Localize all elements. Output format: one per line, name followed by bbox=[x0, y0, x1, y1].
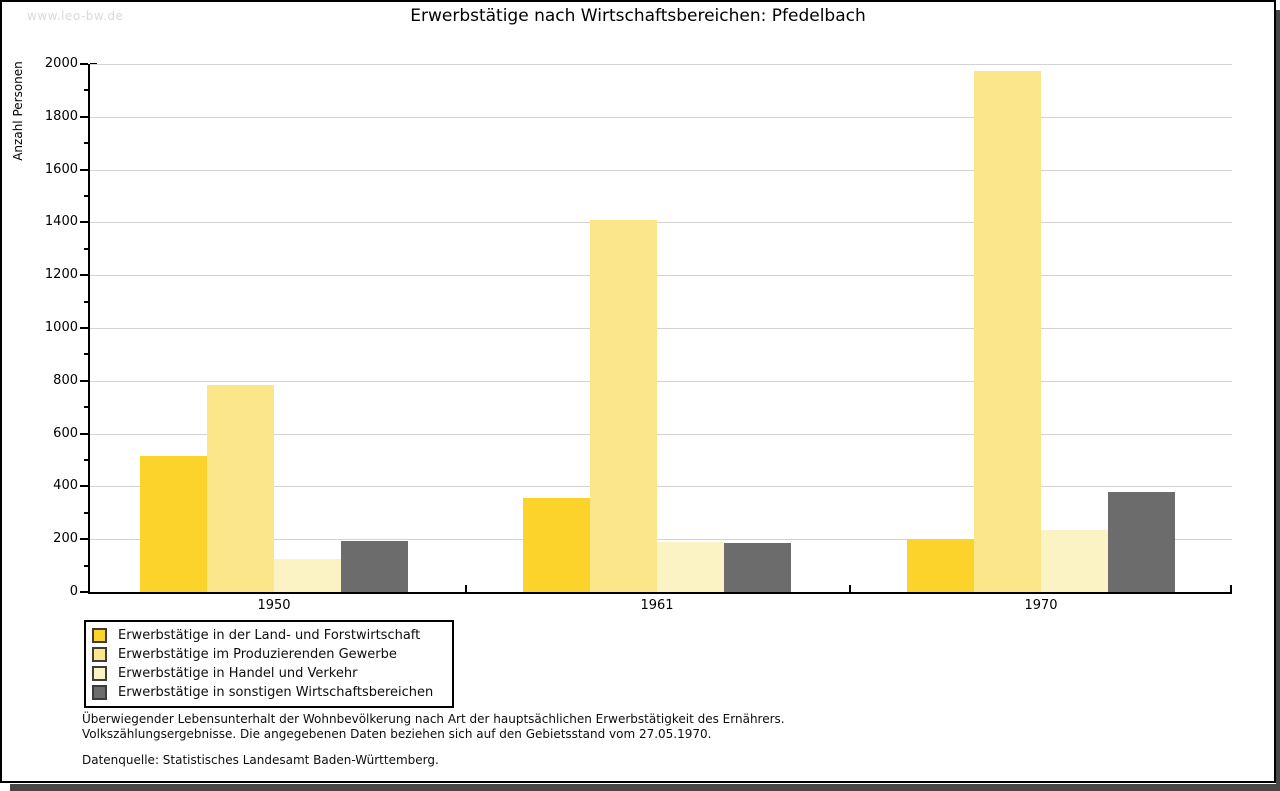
legend-item: Erwerbstätige in sonstigen Wirtschaftsbe… bbox=[89, 683, 444, 702]
gridline bbox=[90, 539, 1232, 541]
legend-item: Erwerbstätige in der Land- und Forstwirt… bbox=[89, 626, 444, 645]
y-axis-tick bbox=[80, 538, 88, 541]
y-axis-tick bbox=[80, 432, 88, 435]
bar-1950-series-2 bbox=[207, 384, 274, 592]
legend-item: Erwerbstätige in Handel und Verkehr bbox=[89, 664, 444, 683]
y-tick-label: 0 bbox=[69, 584, 78, 599]
y-axis-tick bbox=[80, 274, 88, 277]
y-tick-label: 1000 bbox=[44, 320, 78, 335]
gridline bbox=[90, 380, 1232, 382]
chart-title: Erwerbstätige nach Wirtschaftsbereichen:… bbox=[410, 6, 866, 26]
footnote-line: Überwiegender Lebensunterhalt der Wohnbe… bbox=[82, 712, 785, 726]
y-axis-tick bbox=[80, 115, 88, 118]
bar-1961-series-2 bbox=[590, 219, 657, 592]
x-tick-label: 1950 bbox=[257, 598, 291, 613]
y-axis-tick bbox=[80, 63, 88, 65]
gridline bbox=[90, 328, 1232, 329]
y-axis-minor-tick bbox=[84, 406, 88, 409]
y-tick-label: 600 bbox=[53, 425, 78, 441]
y-axis-minor-tick bbox=[84, 300, 88, 303]
y-tick-label: 2000 bbox=[44, 56, 78, 71]
legend-label: Erwerbstätige in sonstigen Wirtschaftsbe… bbox=[118, 685, 434, 700]
frame-shadow-bottom bbox=[10, 784, 1280, 791]
x-axis-tick bbox=[849, 585, 851, 592]
gridline bbox=[90, 222, 1232, 224]
legend-swatch bbox=[92, 628, 107, 643]
y-tick-label: 400 bbox=[53, 478, 78, 494]
y-axis-tick bbox=[80, 221, 88, 224]
y-tick-label: 1600 bbox=[44, 161, 78, 177]
gridline bbox=[90, 169, 1232, 171]
frame-shadow-right bbox=[1276, 10, 1280, 791]
bar-1950-series-4 bbox=[341, 540, 408, 592]
bar-1970-series-3 bbox=[1041, 529, 1108, 592]
plot-area: 0 200 400 600 800 1000 1200 1400 1600 1800 2000 195… bbox=[45, 56, 1232, 613]
y-axis-tick bbox=[80, 379, 88, 382]
y-tick-label: 1800 bbox=[44, 108, 78, 124]
y-axis-minor-tick bbox=[84, 247, 88, 250]
footnote-line: Volkszählungsergebnisse. Die angegebenen… bbox=[82, 726, 712, 741]
legend-label: Erwerbstätige in Handel und Verkehr bbox=[118, 666, 358, 681]
y-axis-minor-tick bbox=[84, 195, 88, 197]
bar-1970-series-2 bbox=[974, 70, 1041, 592]
y-axis-minor-tick bbox=[84, 511, 88, 514]
y-tick-label: 1400 bbox=[44, 214, 78, 230]
watermark: www.leo-bw.de bbox=[27, 9, 124, 23]
gridline bbox=[90, 116, 1232, 118]
legend-label: Erwerbstätige im Produzierenden Gewerbe bbox=[118, 647, 397, 662]
legend-swatch bbox=[92, 685, 107, 700]
y-axis-tick bbox=[80, 591, 88, 593]
legend: Erwerbstätige in der Land- und Forstwirt… bbox=[84, 620, 454, 708]
y-axis-tick bbox=[80, 168, 88, 171]
x-tick-label: 1970 bbox=[1024, 598, 1058, 613]
legend-label: Erwerbstätige in der Land- und Forstwirt… bbox=[118, 628, 421, 643]
bar-1961-series-1 bbox=[523, 498, 590, 592]
x-axis-line bbox=[88, 592, 1232, 594]
y-tick-label: 800 bbox=[53, 372, 78, 388]
bar-1961-series-4 bbox=[724, 543, 791, 592]
bar-1950-series-1 bbox=[140, 456, 207, 592]
gridline bbox=[90, 433, 1232, 435]
y-tick-label: 1200 bbox=[44, 267, 78, 283]
y-axis-line bbox=[88, 64, 90, 594]
y-axis-tick bbox=[80, 327, 88, 329]
legend-swatch bbox=[92, 666, 107, 681]
gridline bbox=[90, 64, 1232, 65]
gridline bbox=[90, 486, 1232, 488]
x-axis-tick bbox=[1230, 585, 1232, 592]
y-axis-label: Anzahl Personen bbox=[11, 61, 25, 161]
x-axis-tick bbox=[465, 585, 467, 592]
y-axis-minor-tick bbox=[84, 89, 88, 92]
footnotes: Überwiegender Lebensunterhalt der Wohnbe… bbox=[82, 712, 785, 768]
bar-1950-series-3 bbox=[274, 559, 341, 592]
footnote-source: Datenquelle: Statistisches Landesamt Bad… bbox=[82, 753, 439, 767]
x-tick-label: 1961 bbox=[640, 598, 674, 613]
y-axis-tick bbox=[80, 485, 88, 488]
legend-swatch bbox=[92, 647, 107, 662]
bar-1961-series-3 bbox=[657, 541, 724, 592]
y-axis-minor-tick bbox=[84, 142, 88, 145]
y-axis-minor-tick bbox=[84, 353, 88, 356]
y-tick-label: 200 bbox=[53, 531, 78, 547]
bar-1970-series-1 bbox=[907, 539, 974, 592]
gridline bbox=[90, 275, 1232, 277]
y-axis-minor-tick bbox=[84, 564, 88, 567]
y-axis-minor-tick bbox=[84, 459, 88, 461]
bar-1970-series-4 bbox=[1108, 491, 1175, 592]
legend-item: Erwerbstätige im Produzierenden Gewerbe bbox=[89, 645, 444, 664]
